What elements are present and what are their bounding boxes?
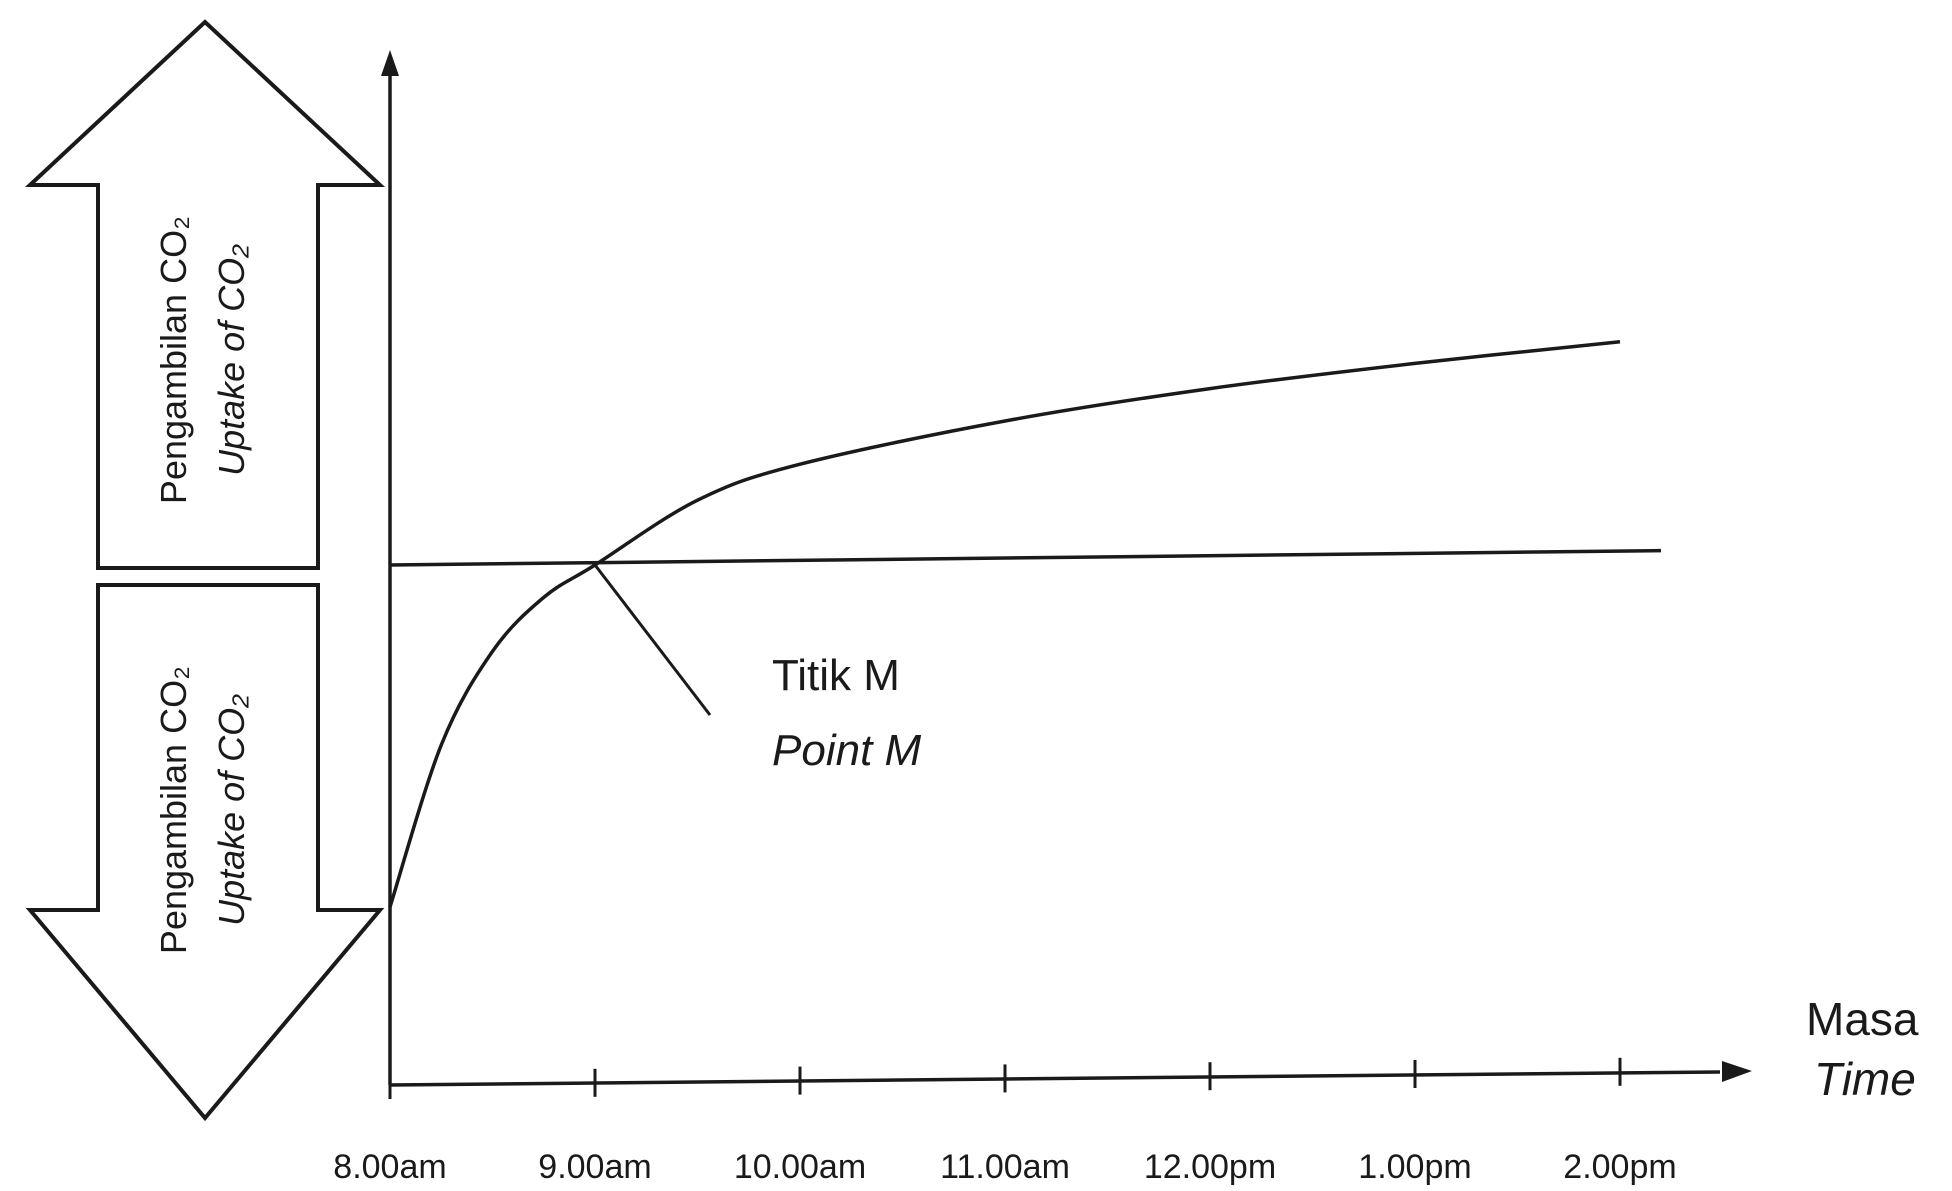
down-arrow-text: Pengambilan CO₂ Uptake of CO₂ (153, 666, 252, 954)
x-tick-label: 9.00am (538, 1148, 651, 1186)
point-m-label-primary: Titik M (772, 651, 900, 700)
down-arrow-primary: Pengambilan CO₂ (153, 666, 194, 954)
x-axis (389, 1070, 1721, 1087)
x-tick-label: 10.00am (734, 1148, 866, 1186)
series (388, 340, 1662, 908)
series-line-reference (389, 548, 1662, 567)
up-arrow-text: Pengambilan CO₂ Uptake of CO₂ (153, 216, 252, 504)
x-axis-title-secondary: Time (1814, 1053, 1916, 1105)
x-tick-label: 1.00pm (1358, 1148, 1471, 1186)
series-line-curve (388, 340, 1621, 908)
y-axis-arrowhead (381, 50, 399, 76)
x-tick-label: 8.00am (333, 1148, 446, 1186)
up-arrow-primary: Pengambilan CO₂ (153, 216, 194, 504)
x-tick-label: 12.00pm (1144, 1148, 1276, 1186)
up-arrow-secondary: Uptake of CO₂ (211, 244, 252, 476)
axes (381, 50, 1752, 1087)
x-tick-label: 11.00am (940, 1148, 1070, 1186)
co2-arrows (24, 19, 386, 1122)
x-axis-arrowhead (1722, 1061, 1752, 1082)
x-ticks: 8.00am 9.00am 10.00am 11.00am 12.00pm 1.00pm 2… (333, 1057, 1677, 1186)
up-arrow-shape (24, 19, 386, 570)
x-tick-label: 2.00pm (1563, 1148, 1676, 1186)
down-arrow-shape (25, 583, 385, 1122)
point-m-label-secondary: Point M (772, 726, 922, 775)
x-axis-title-primary: Masa (1806, 993, 1919, 1045)
point-m-leader (593, 564, 712, 716)
down-arrow-secondary: Uptake of CO₂ (211, 694, 252, 926)
